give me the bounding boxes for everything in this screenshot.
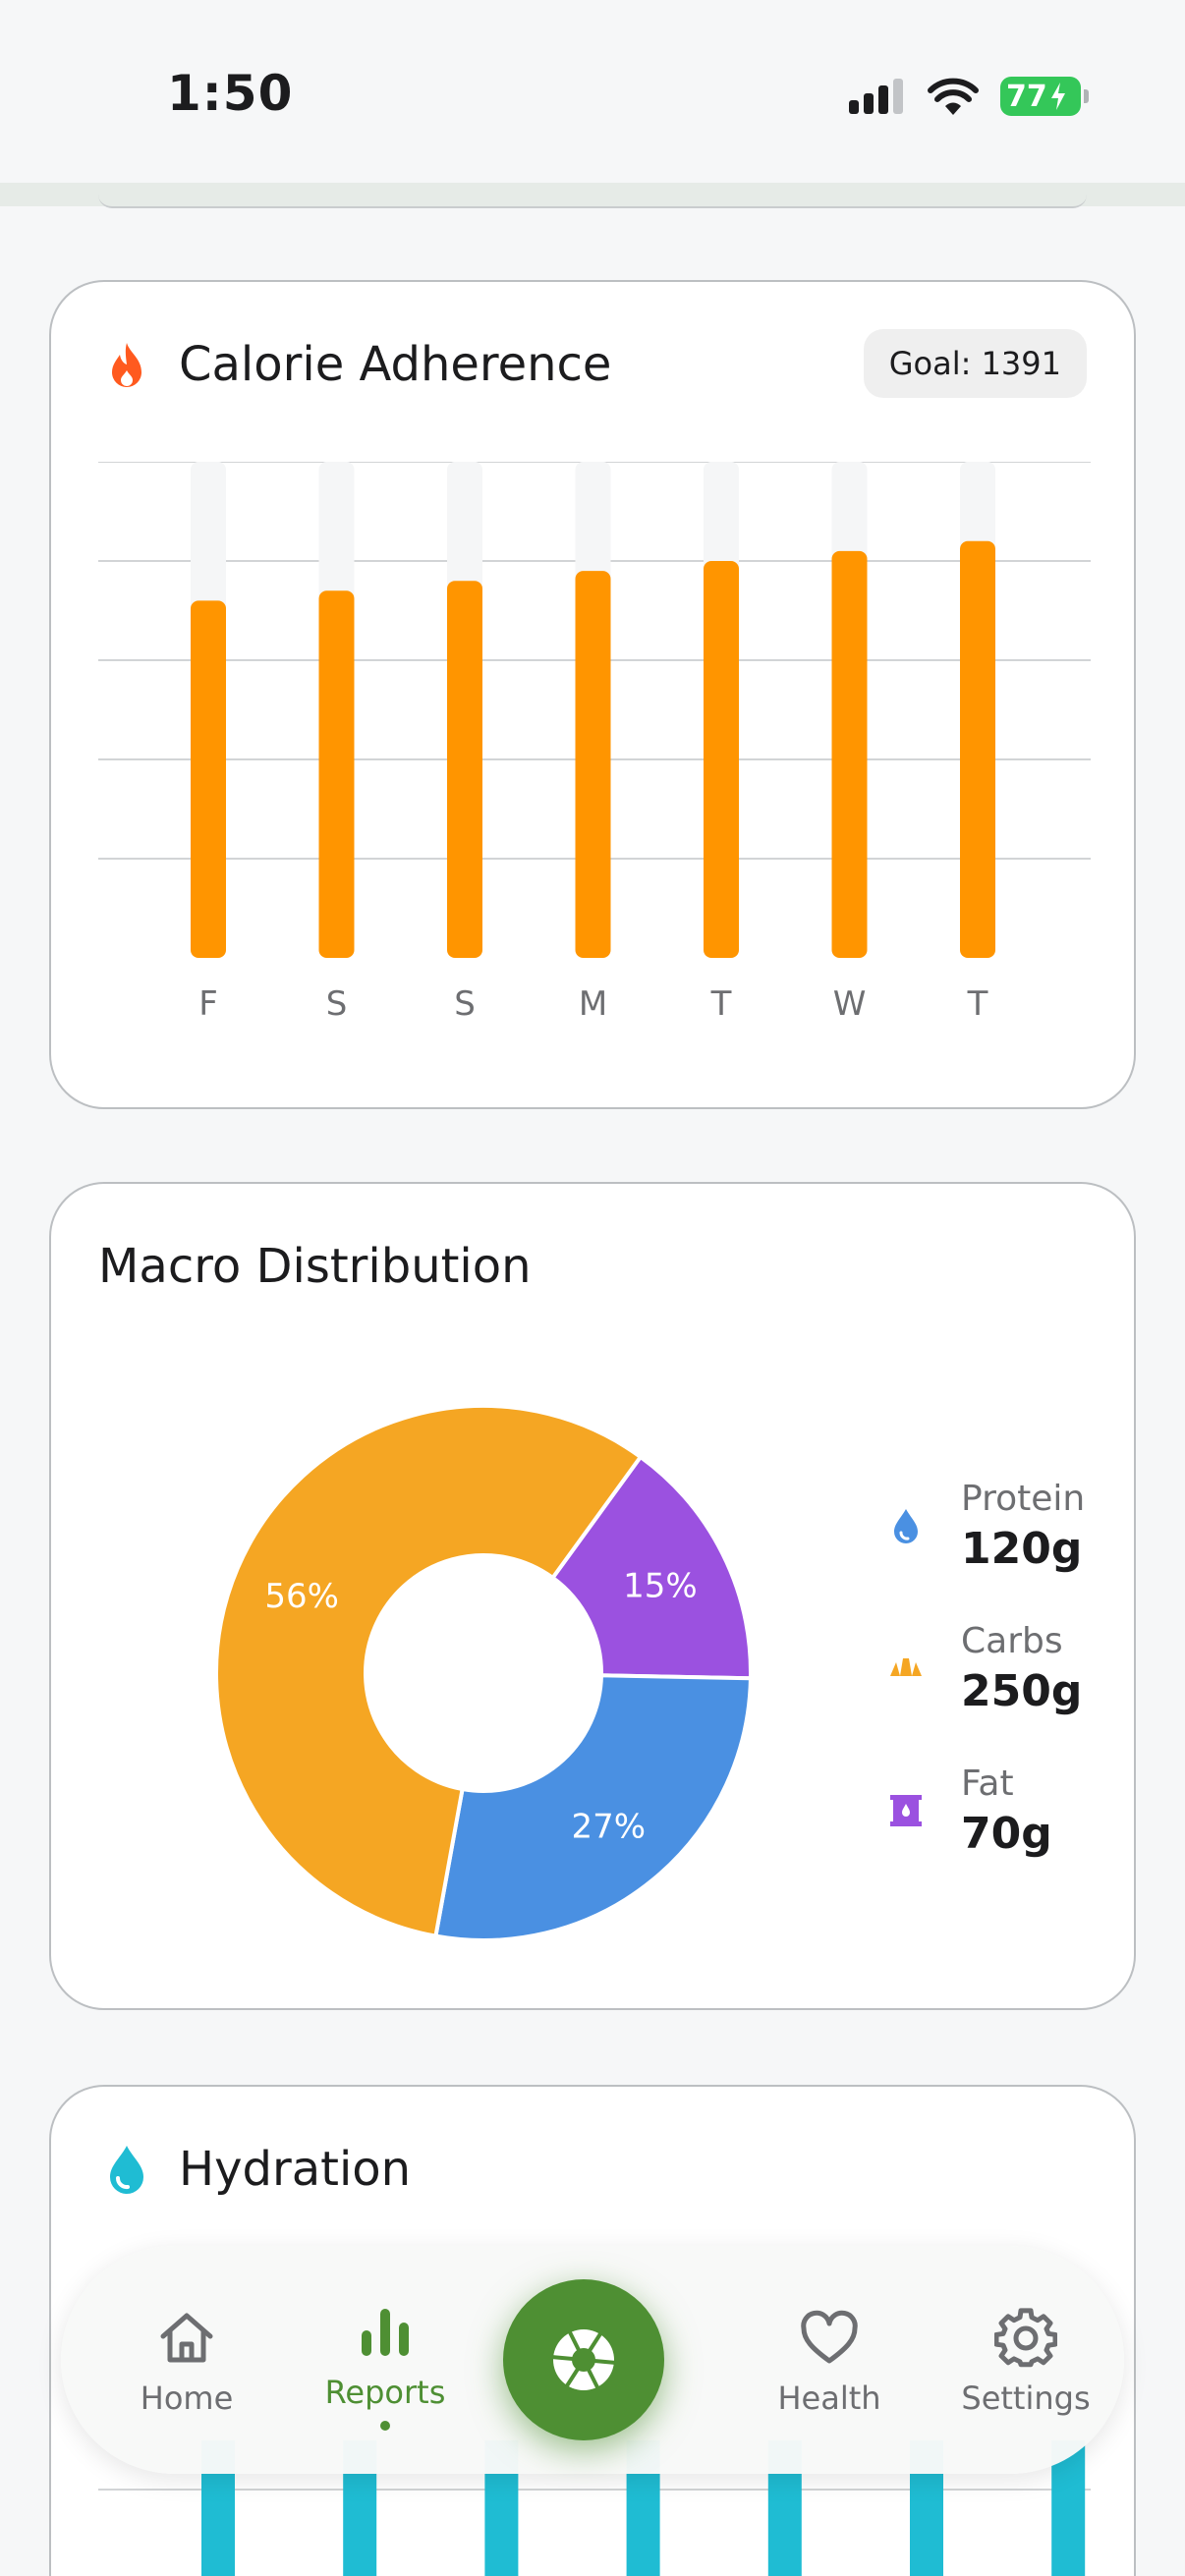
calorie-bar bbox=[447, 581, 482, 958]
nav-settings[interactable]: Settings bbox=[928, 2246, 1124, 2474]
legend-value: 70g bbox=[961, 1809, 1052, 1859]
status-icons: 77 bbox=[849, 73, 1089, 120]
battery-level: 77 bbox=[1006, 79, 1047, 114]
nav-health[interactable]: Health bbox=[731, 2246, 928, 2474]
header-divider bbox=[0, 183, 1185, 206]
camera-button[interactable] bbox=[503, 2279, 664, 2440]
calorie-bar bbox=[704, 561, 739, 958]
croissant-icon bbox=[890, 1658, 922, 1676]
x-tick-label: T bbox=[967, 984, 988, 1024]
slice-label: 56% bbox=[264, 1577, 339, 1616]
camera-shutter-icon bbox=[550, 2329, 617, 2390]
calorie-bar bbox=[960, 540, 995, 958]
donut-slice bbox=[433, 1673, 753, 1942]
active-indicator-dot bbox=[380, 2421, 390, 2431]
calorie-bar bbox=[575, 571, 611, 958]
flame-icon bbox=[112, 343, 141, 387]
water-drop-icon bbox=[110, 2146, 143, 2194]
nav-home[interactable]: Home bbox=[88, 2246, 285, 2474]
charging-bolt-icon bbox=[1050, 83, 1065, 110]
donut-slice bbox=[214, 1404, 644, 1938]
macro-distribution-card: Macro Distribution 15% 27% 56% Protein 120… bbox=[49, 1182, 1136, 2010]
x-tick-label: W bbox=[833, 984, 867, 1024]
x-tick-label: F bbox=[198, 984, 218, 1024]
hydration-card-title: Hydration bbox=[179, 2142, 412, 2197]
x-tick-label: T bbox=[710, 984, 732, 1024]
status-time: 1:50 bbox=[167, 65, 294, 122]
goal-badge: Goal: 1391 bbox=[863, 329, 1087, 398]
cellular-signal-icon bbox=[849, 79, 903, 114]
nav-label: Settings bbox=[961, 2380, 1091, 2417]
legend-label: Carbs bbox=[961, 1621, 1063, 1661]
heart-icon bbox=[801, 2310, 858, 2364]
gear-icon bbox=[994, 2308, 1057, 2368]
drop-icon bbox=[894, 1509, 918, 1543]
home-icon bbox=[160, 2313, 213, 2363]
battery-icon: 77 bbox=[1000, 77, 1089, 116]
x-tick-label: S bbox=[326, 984, 348, 1024]
calorie-card-title: Calorie Adherence bbox=[179, 337, 612, 392]
nav-label: Health bbox=[777, 2380, 881, 2417]
legend-value: 250g bbox=[961, 1666, 1083, 1716]
calorie-bar bbox=[191, 600, 226, 958]
x-tick-label: S bbox=[454, 984, 476, 1024]
calorie-bar bbox=[831, 550, 868, 958]
oil-icon bbox=[890, 1795, 922, 1826]
slice-label: 15% bbox=[623, 1566, 698, 1605]
nav-label: Reports bbox=[324, 2374, 446, 2411]
legend-value: 120g bbox=[961, 1524, 1083, 1574]
x-tick-label: M bbox=[579, 984, 607, 1024]
legend-label: Fat bbox=[961, 1764, 1014, 1804]
status-bar: 1:50 77 bbox=[0, 0, 1185, 183]
nav-reports[interactable]: Reports bbox=[287, 2246, 483, 2474]
legend-label: Protein bbox=[961, 1479, 1086, 1519]
nav-label: Home bbox=[140, 2380, 234, 2417]
macro-donut-chart: 15% 27% 56% bbox=[214, 1404, 753, 1942]
macro-card-title: Macro Distribution bbox=[98, 1239, 532, 1294]
bar-chart-icon bbox=[362, 2309, 409, 2356]
slice-label: 27% bbox=[572, 1808, 647, 1847]
calorie-bar bbox=[318, 590, 355, 958]
bottom-nav: Home Reports Health bbox=[61, 2246, 1124, 2474]
calorie-adherence-card: Calorie Adherence Goal: 1391 F S S M T W T bbox=[49, 280, 1136, 1109]
wifi-icon bbox=[928, 78, 979, 115]
previous-card-edge bbox=[98, 195, 1087, 208]
